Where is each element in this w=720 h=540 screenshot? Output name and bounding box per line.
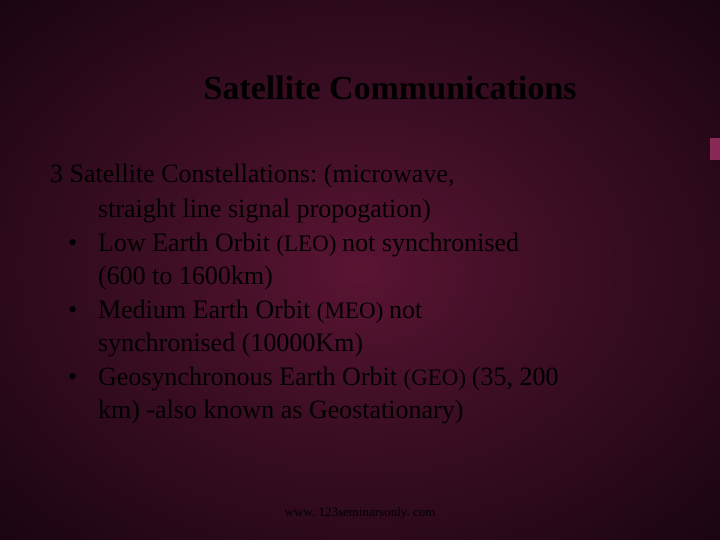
slide-container: Satellite Communications 3 Satellite Con… xyxy=(0,0,720,540)
bullet-text-part: not xyxy=(389,295,422,324)
bullet-text-small: (MEO) xyxy=(317,298,389,323)
bullet-text-part: Geosynchronous Earth Orbit xyxy=(98,362,403,391)
bullet-text: Medium Earth Orbit (MEO) not synchronise… xyxy=(98,294,670,359)
intro-line-1: 3 Satellite Constellations: (microwave, xyxy=(50,158,670,191)
slide-title: Satellite Communications xyxy=(110,70,670,108)
bullet-text-small: (LEO) xyxy=(276,231,342,256)
bullet-text-part: Medium Earth Orbit xyxy=(98,295,317,324)
bullet-item: • Medium Earth Orbit (MEO) not synchroni… xyxy=(50,294,670,359)
bullet-marker: • xyxy=(50,294,98,359)
bullet-line-2: synchronised (10000Km) xyxy=(98,327,670,360)
intro-line-2: straight line signal propogation) xyxy=(50,193,670,226)
bullet-text-small: (GEO) xyxy=(403,365,471,390)
bullet-line-2: (600 to 1600km) xyxy=(98,260,670,293)
slide-content: 3 Satellite Constellations: (microwave, … xyxy=(50,158,670,426)
bullet-marker: • xyxy=(50,361,98,426)
bullet-text: Low Earth Orbit (LEO) not synchronised (… xyxy=(98,227,670,292)
bullet-text-part: Low Earth Orbit xyxy=(98,228,276,257)
bullet-item: • Geosynchronous Earth Orbit (GEO) (35, … xyxy=(50,361,670,426)
bullet-text-part: (35, 200 xyxy=(472,362,559,391)
bullet-line-2: km) -also known as Geostationary) xyxy=(98,394,670,427)
bullet-text: Geosynchronous Earth Orbit (GEO) (35, 20… xyxy=(98,361,670,426)
accent-bar xyxy=(710,138,720,160)
footer-text: www. 123seminarsonly. com xyxy=(0,504,720,520)
bullet-text-part: not synchronised xyxy=(342,228,519,257)
bullet-marker: • xyxy=(50,227,98,292)
bullet-item: • Low Earth Orbit (LEO) not synchronised… xyxy=(50,227,670,292)
